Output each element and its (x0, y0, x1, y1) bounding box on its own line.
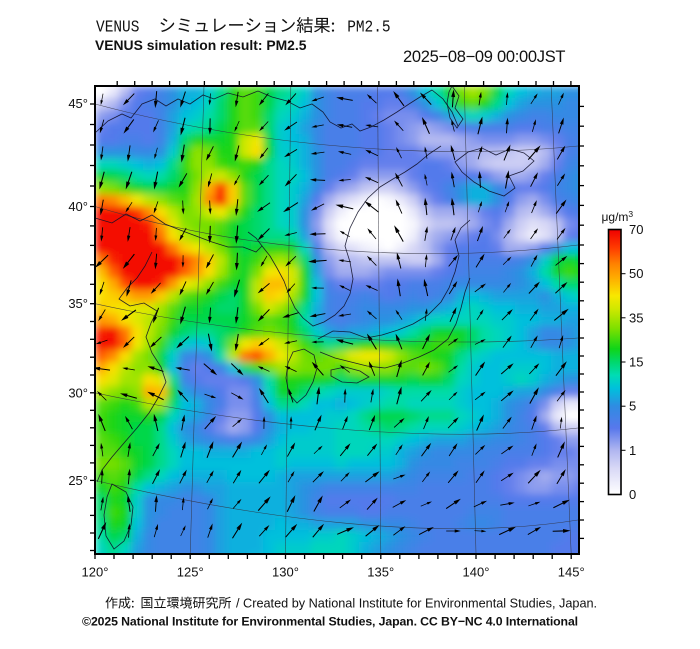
svg-text:15: 15 (629, 355, 643, 370)
svg-text:135°: 135° (367, 565, 394, 580)
svg-text:25°: 25° (68, 473, 88, 488)
svg-text:35°: 35° (68, 296, 88, 311)
svg-text:©2025 National Institute for E: ©2025 National Institute for Environment… (82, 615, 578, 629)
svg-text:μg/m3: μg/m3 (602, 209, 634, 224)
svg-text:70: 70 (629, 222, 643, 237)
svg-text:PM2.5: PM2.5 (347, 17, 390, 36)
svg-text:130°: 130° (272, 565, 299, 580)
svg-text:120°: 120° (82, 565, 109, 580)
svg-text:140°: 140° (463, 565, 490, 580)
svg-text:5: 5 (629, 399, 636, 414)
svg-text:2025−08−09 00:00JST: 2025−08−09 00:00JST (403, 48, 565, 66)
svg-text:0: 0 (629, 487, 636, 502)
svg-text:30°: 30° (68, 385, 88, 400)
svg-text:145°: 145° (558, 565, 585, 580)
svg-text:40°: 40° (68, 199, 88, 214)
svg-text:35: 35 (629, 310, 643, 325)
svg-text:50: 50 (629, 266, 643, 281)
svg-text:VENUS: VENUS (96, 17, 139, 36)
svg-text:/ Created by National Institut: / Created by National Institute for Envi… (236, 597, 597, 611)
svg-text:45°: 45° (68, 96, 88, 111)
svg-text:125°: 125° (177, 565, 204, 580)
svg-text:1: 1 (629, 443, 636, 458)
svg-text:VENUS simulation result: PM2.5: VENUS simulation result: PM2.5 (95, 37, 307, 53)
